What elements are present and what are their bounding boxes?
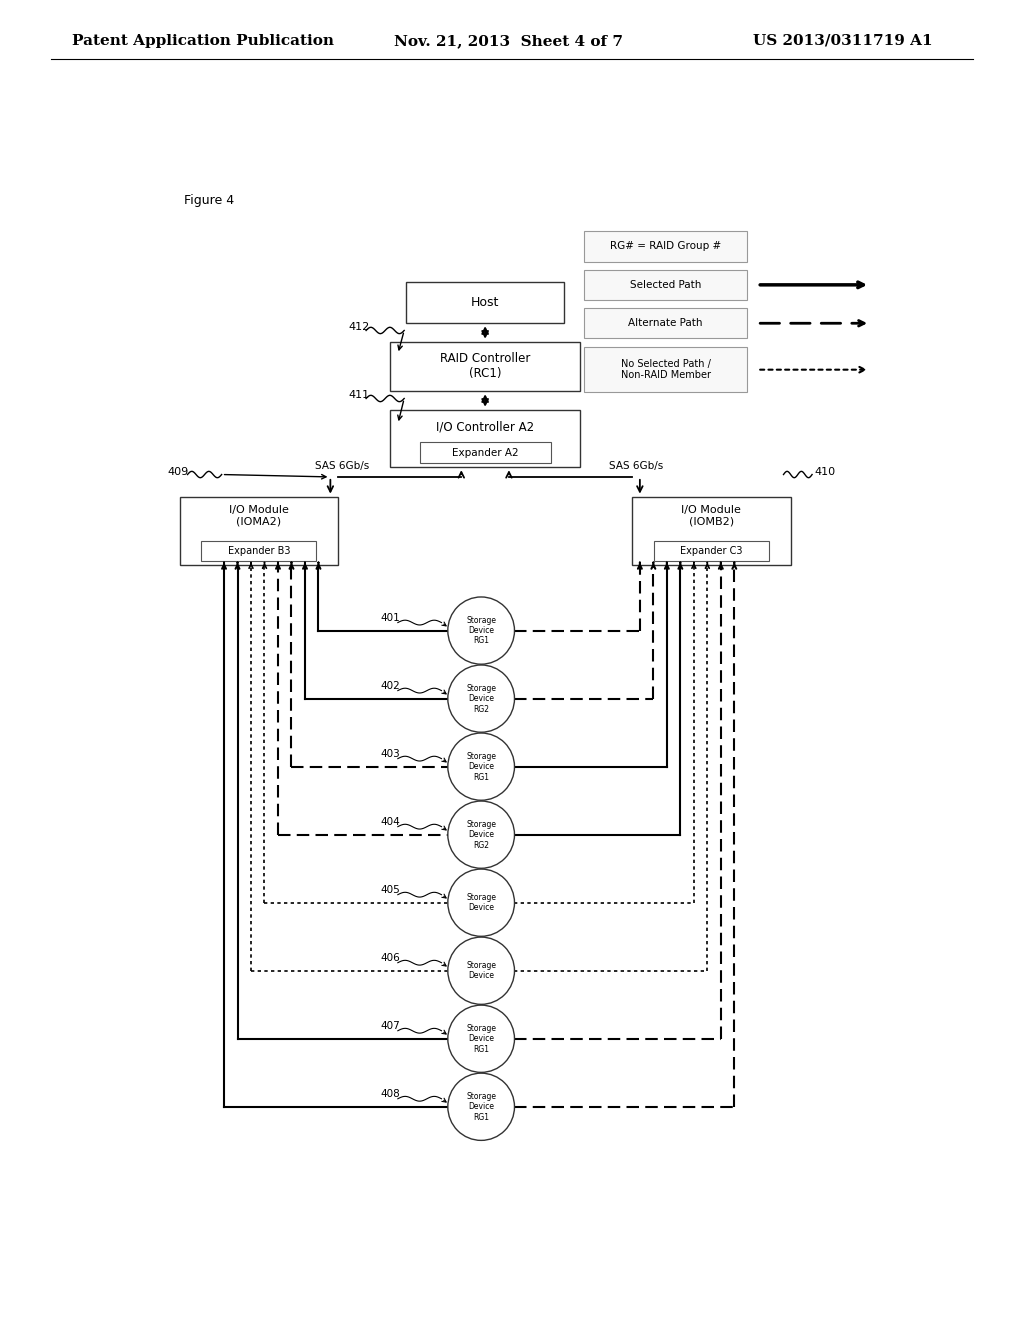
FancyBboxPatch shape [202, 541, 316, 561]
Text: RAID Controller
(RC1): RAID Controller (RC1) [440, 352, 530, 380]
FancyBboxPatch shape [390, 409, 581, 467]
Text: 409: 409 [168, 466, 189, 477]
Text: Expander A2: Expander A2 [452, 447, 518, 458]
FancyBboxPatch shape [585, 231, 746, 261]
FancyBboxPatch shape [406, 281, 564, 323]
Text: I/O Module
(IOMB2): I/O Module (IOMB2) [681, 506, 741, 527]
Circle shape [447, 801, 514, 869]
FancyBboxPatch shape [585, 269, 746, 300]
Text: 407: 407 [380, 1022, 400, 1031]
Text: 406: 406 [380, 953, 400, 964]
Text: Storage
Device
RG2: Storage Device RG2 [466, 684, 497, 714]
Text: 411: 411 [348, 391, 370, 400]
Text: I/O Controller A2: I/O Controller A2 [436, 421, 535, 434]
Text: SAS 6Gb/s: SAS 6Gb/s [609, 461, 663, 471]
Text: Expander B3: Expander B3 [227, 545, 290, 556]
Circle shape [447, 733, 514, 800]
Circle shape [447, 597, 514, 664]
Text: 412: 412 [348, 322, 370, 333]
Text: US 2013/0311719 A1: US 2013/0311719 A1 [753, 34, 932, 48]
FancyBboxPatch shape [179, 496, 338, 565]
Text: Figure 4: Figure 4 [183, 194, 233, 207]
Text: Storage
Device: Storage Device [466, 961, 497, 981]
Text: Storage
Device
RG1: Storage Device RG1 [466, 1092, 497, 1122]
Text: No Selected Path /
Non-RAID Member: No Selected Path / Non-RAID Member [621, 359, 711, 380]
Text: Storage
Device
RG1: Storage Device RG1 [466, 751, 497, 781]
Text: Expander C3: Expander C3 [680, 545, 742, 556]
Text: RG# = RAID Group #: RG# = RAID Group # [610, 242, 721, 251]
Text: 408: 408 [380, 1089, 400, 1100]
Text: 401: 401 [380, 612, 400, 623]
FancyBboxPatch shape [420, 442, 551, 463]
FancyBboxPatch shape [585, 308, 746, 338]
Circle shape [447, 1005, 514, 1072]
FancyBboxPatch shape [632, 496, 791, 565]
Text: Nov. 21, 2013  Sheet 4 of 7: Nov. 21, 2013 Sheet 4 of 7 [394, 34, 624, 48]
FancyBboxPatch shape [390, 342, 581, 391]
Text: Storage
Device
RG1: Storage Device RG1 [466, 1024, 497, 1053]
Text: 405: 405 [380, 886, 400, 895]
Text: Storage
Device
RG2: Storage Device RG2 [466, 820, 497, 850]
FancyBboxPatch shape [653, 541, 769, 561]
Text: 402: 402 [380, 681, 400, 690]
Circle shape [447, 937, 514, 1005]
Circle shape [447, 1073, 514, 1140]
Text: 410: 410 [814, 466, 836, 477]
FancyBboxPatch shape [585, 347, 746, 392]
Text: Selected Path: Selected Path [630, 280, 701, 290]
Text: 403: 403 [380, 748, 400, 759]
Text: I/O Module
(IOMA2): I/O Module (IOMA2) [229, 506, 289, 527]
Text: Storage
Device: Storage Device [466, 894, 497, 912]
Circle shape [447, 869, 514, 936]
Text: SAS 6Gb/s: SAS 6Gb/s [315, 461, 370, 471]
Text: Storage
Device
RG1: Storage Device RG1 [466, 615, 497, 645]
Text: Alternate Path: Alternate Path [629, 318, 702, 329]
Text: Host: Host [471, 296, 500, 309]
Circle shape [447, 665, 514, 733]
Text: 404: 404 [380, 817, 400, 828]
Text: Patent Application Publication: Patent Application Publication [72, 34, 334, 48]
